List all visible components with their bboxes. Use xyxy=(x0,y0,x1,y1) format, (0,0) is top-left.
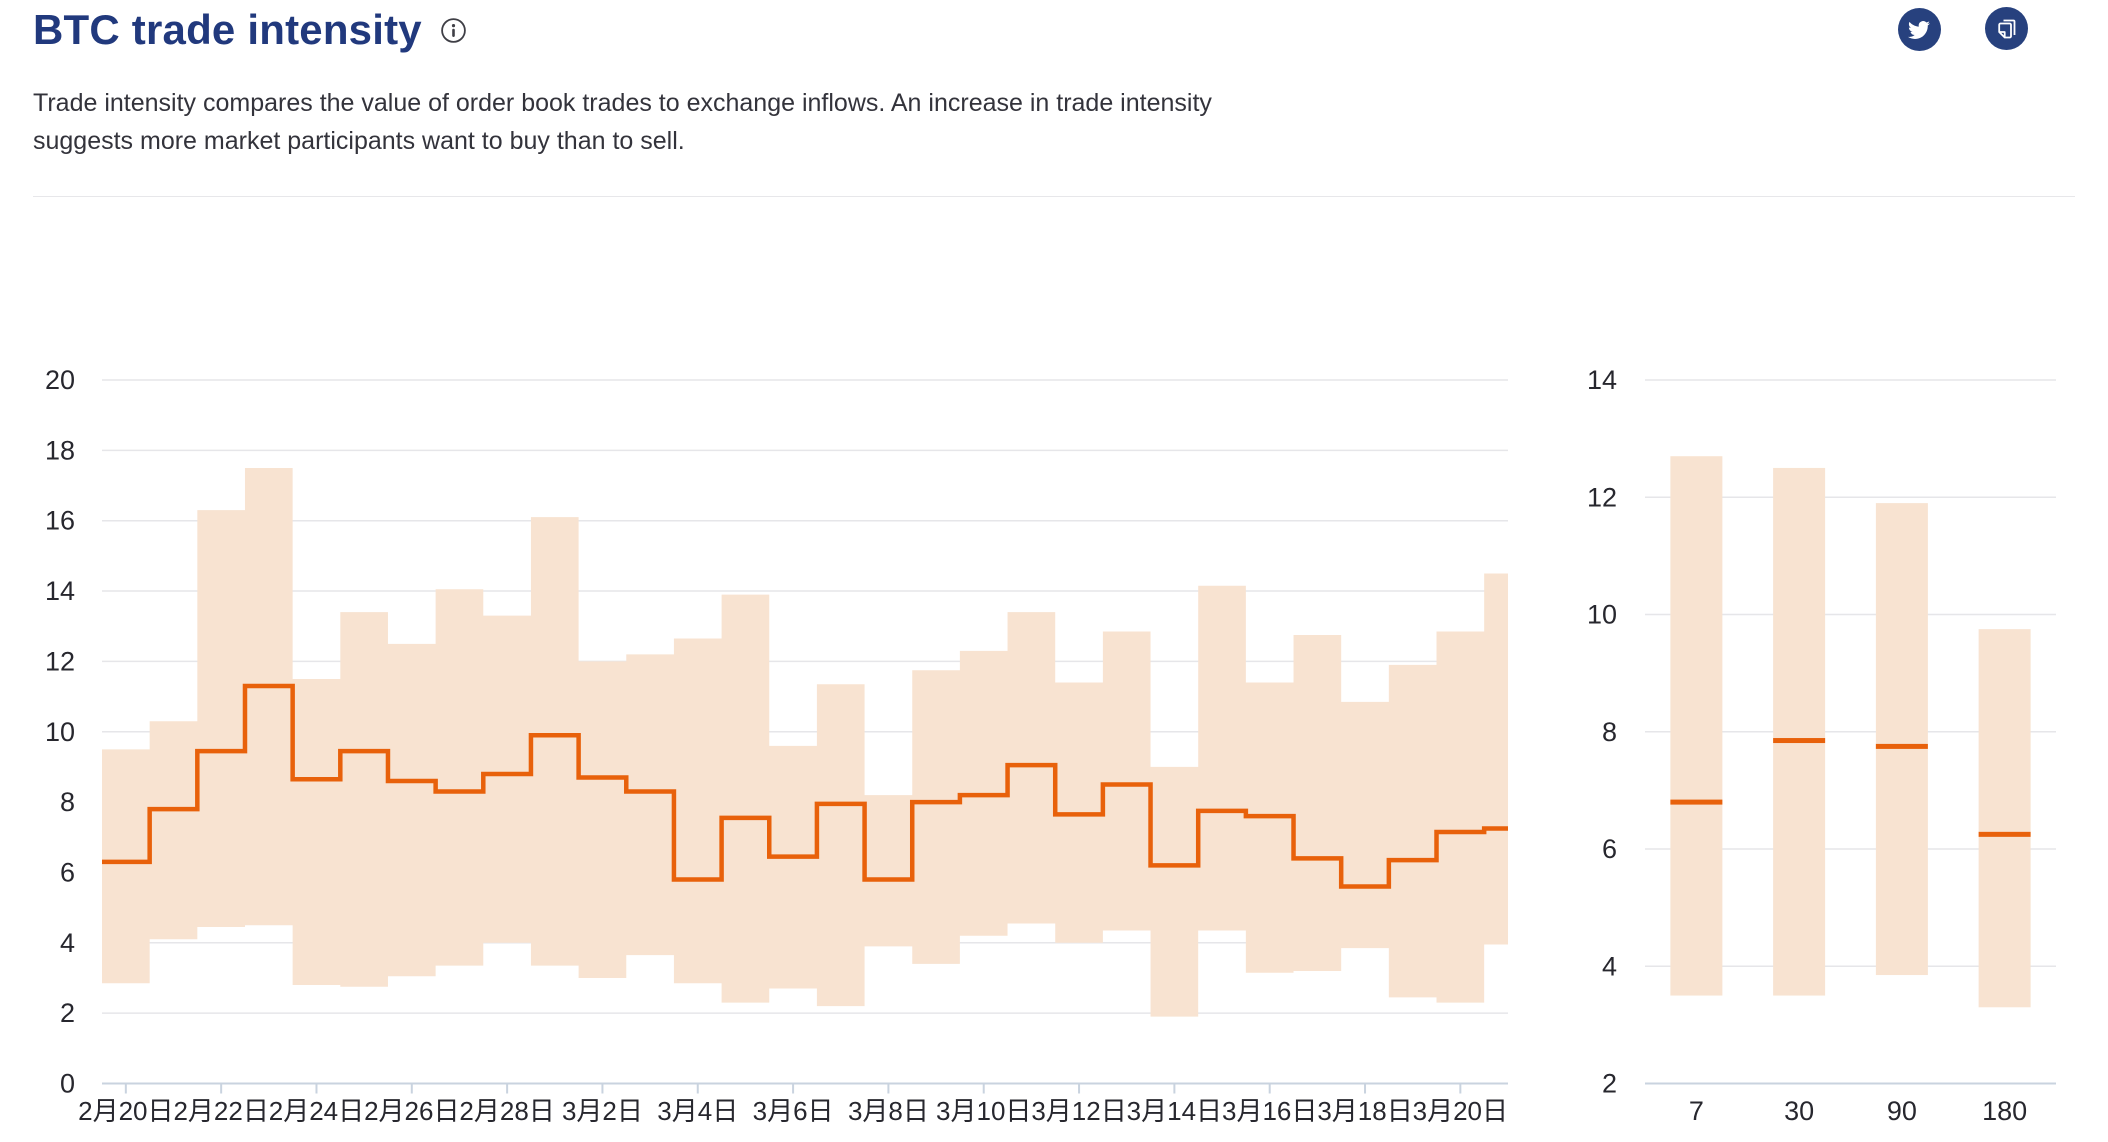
dist-x-tick-label: 30 xyxy=(1784,1096,1814,1126)
info-icon[interactable] xyxy=(440,17,467,49)
main-x-tick-label: 3月14日 xyxy=(1127,1096,1222,1126)
range-bar-median xyxy=(1978,831,2031,837)
trade-intensity-distribution-chart[interactable]: 2 4 6 8 10 12 14 7 30 90 180 xyxy=(1555,260,2100,1140)
main-x-tick-label: 2月26日 xyxy=(364,1096,459,1126)
main-y-tick-label: 16 xyxy=(45,506,75,536)
twitter-share-button[interactable] xyxy=(1897,8,1941,51)
main-y-tick-label: 4 xyxy=(60,928,75,958)
dist-x-tick-label: 7 xyxy=(1689,1096,1704,1126)
dist-y-tick-label: 10 xyxy=(1587,600,1617,630)
dist-y-tick-label: 4 xyxy=(1602,951,1617,981)
range-bar-median xyxy=(1875,743,1928,749)
main-x-tick-label: 3月16日 xyxy=(1222,1096,1317,1126)
divider xyxy=(33,196,2075,197)
main-y-tick-label: 2 xyxy=(60,998,75,1028)
range-bar-median xyxy=(1773,738,1826,744)
range-bar xyxy=(1978,629,2031,1008)
copy-icon xyxy=(1995,17,2019,41)
median-line xyxy=(102,683,1508,889)
header: BTC trade intensity xyxy=(33,6,2075,66)
main-y-tick-label: 10 xyxy=(45,717,75,747)
description-line: Trade intensity compares the value of or… xyxy=(33,89,1212,117)
trade-intensity-main-chart[interactable]: 0 2 4 6 8 10 12 14 16 18 20 2月20日 2月22日 2月24日 2月26日 2月2… xyxy=(30,260,1540,1140)
main-x-tick-label: 3月2日 xyxy=(562,1096,643,1126)
main-x-tick-label: 2月28日 xyxy=(459,1096,554,1126)
main-x-tick-label: 3月20日 xyxy=(1413,1096,1508,1126)
main-y-tick-label: 8 xyxy=(60,787,75,817)
confidence-band xyxy=(102,467,1508,1017)
dist-y-tick-label: 8 xyxy=(1602,717,1617,747)
dist-y-tick-label: 6 xyxy=(1602,834,1617,864)
dist-x-tick-label: 180 xyxy=(1982,1096,2027,1126)
copy-button[interactable] xyxy=(1985,7,2028,50)
main-x-tick-label: 2月20日 xyxy=(78,1096,173,1126)
twitter-icon xyxy=(1908,19,1931,41)
main-x-tick-label: 2月22日 xyxy=(173,1096,268,1126)
main-x-tick-label: 3月6日 xyxy=(753,1096,834,1126)
main-y-tick-label: 6 xyxy=(60,857,75,887)
main-x-tick-label: 3月4日 xyxy=(657,1096,738,1126)
range-bar-median xyxy=(1670,799,1723,805)
dist-x-tick-label: 90 xyxy=(1887,1096,1917,1126)
dist-y-tick-label: 2 xyxy=(1602,1069,1617,1099)
dist-y-tick-label: 14 xyxy=(1587,365,1617,395)
main-x-tick-label: 3月18日 xyxy=(1317,1096,1412,1126)
description-line: suggests more market participants want t… xyxy=(33,127,685,155)
page-title: BTC trade intensity xyxy=(33,6,422,53)
main-x-tick-label: 3月8日 xyxy=(848,1096,929,1126)
main-y-tick-label: 18 xyxy=(45,435,75,465)
main-x-tick-label: 3月12日 xyxy=(1031,1096,1126,1126)
range-bar xyxy=(1670,456,1723,996)
range-bar xyxy=(1773,467,1826,996)
main-x-tick-label: 2月24日 xyxy=(269,1096,364,1126)
main-y-tick-label: 14 xyxy=(45,576,75,606)
range-bar xyxy=(1875,503,1928,976)
main-y-tick-label: 20 xyxy=(45,365,75,395)
main-x-tick-label: 3月10日 xyxy=(936,1096,1031,1126)
chart-description: Trade intensity compares the value of or… xyxy=(33,84,1253,160)
dist-y-tick-label: 12 xyxy=(1587,482,1617,512)
main-y-tick-label: 12 xyxy=(45,646,75,676)
header-actions xyxy=(1897,7,2028,51)
main-y-tick-label: 0 xyxy=(60,1069,75,1099)
